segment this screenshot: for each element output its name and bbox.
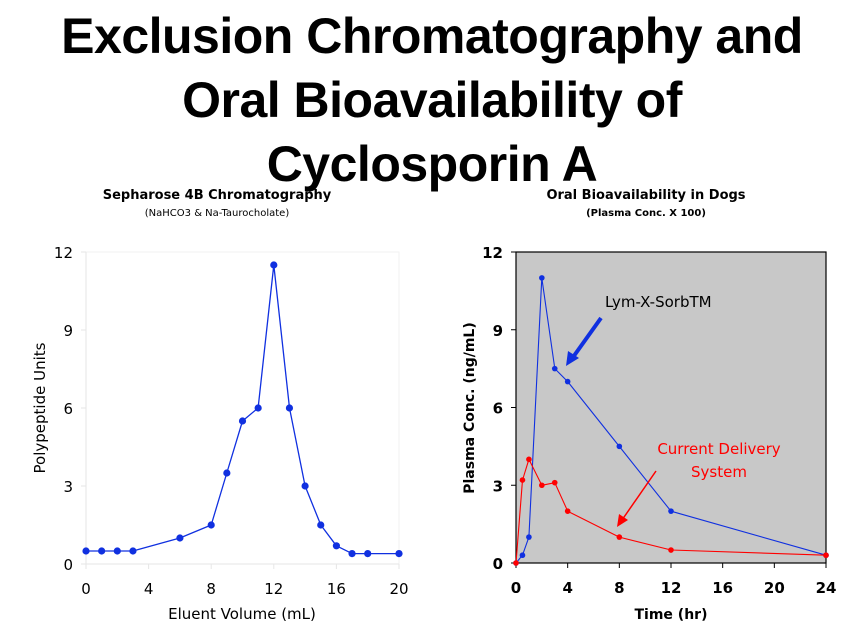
data-point-polypeptide-units xyxy=(395,550,403,558)
data-point-polypeptide-units xyxy=(207,521,215,529)
left-x-tick-label: 0 xyxy=(81,580,91,598)
left-x-tick-label: 16 xyxy=(327,580,346,598)
left-y-axis-label: Polypeptide Units xyxy=(31,342,49,473)
left-axes: 0 3 6 9 12 0 4 8 12 16 20 xyxy=(54,244,409,598)
right-x-tick-label: 12 xyxy=(661,579,682,597)
data-point-lym-x-sorbtm xyxy=(539,275,545,281)
right-y-tick-label: 0 xyxy=(493,555,503,573)
data-point-current-delivery-system xyxy=(539,482,545,489)
data-point-polypeptide-units xyxy=(82,547,90,555)
left-x-tick-label: 12 xyxy=(264,580,283,598)
right-x-tick-label: 8 xyxy=(614,579,624,597)
chromatography-chart: Sepharose 4B Chromatography (NaHCO3 & Na… xyxy=(31,188,409,623)
data-point-current-delivery-system xyxy=(513,560,519,566)
left-y-tick-label: 3 xyxy=(63,478,73,496)
data-point-polypeptide-units xyxy=(301,482,309,490)
right-x-tick-label: 24 xyxy=(816,579,837,597)
right-series xyxy=(513,275,829,566)
data-point-current-delivery-system xyxy=(668,547,674,553)
left-y-tick-label: 9 xyxy=(63,322,73,340)
slide-title: Exclusion Chromatography and Oral Bioava… xyxy=(0,4,864,196)
right-x-axis-label: Time (hr) xyxy=(635,607,708,623)
data-point-polypeptide-units xyxy=(176,534,184,542)
right-chart-subtitle: (Plasma Conc. X 100) xyxy=(586,208,706,219)
annotation-current-delivery-line-2: System xyxy=(691,463,747,481)
data-point-current-delivery-system xyxy=(564,508,571,514)
data-point-current-delivery-system xyxy=(519,477,526,483)
left-x-tick-label: 8 xyxy=(206,580,216,598)
left-chart-title: Sepharose 4B Chromatography xyxy=(103,188,332,203)
right-x-tick-label: 16 xyxy=(712,579,733,597)
left-plot-area xyxy=(85,251,400,565)
left-x-axis-label: Eluent Volume (mL) xyxy=(168,605,316,623)
data-point-polypeptide-units xyxy=(364,550,372,558)
right-x-tick-label: 4 xyxy=(562,579,572,597)
right-y-tick-label: 6 xyxy=(493,400,503,418)
data-point-polypeptide-units xyxy=(317,521,325,529)
data-point-lym-x-sorbtm xyxy=(551,365,558,372)
annotation-arrowhead-blue-icon xyxy=(566,351,579,366)
slide-title-line-2: Oral Bioavailability of xyxy=(182,72,682,128)
data-point-lym-x-sorbtm xyxy=(519,552,526,559)
data-point-polypeptide-units xyxy=(270,261,278,269)
right-axes: 0 3 6 9 12 0 4 8 12 16 20 24 xyxy=(482,244,836,597)
data-point-polypeptide-units xyxy=(129,547,137,555)
data-point-lym-x-sorbtm xyxy=(616,443,623,450)
right-y-tick-label: 9 xyxy=(493,322,503,340)
data-point-current-delivery-system xyxy=(526,456,532,463)
data-point-current-delivery-system xyxy=(823,552,829,559)
data-point-current-delivery-system xyxy=(616,534,623,540)
right-y-axis-label: Plasma Conc. (ng/mL) xyxy=(462,322,478,494)
data-point-polypeptide-units xyxy=(254,404,262,412)
left-y-tick-label: 0 xyxy=(63,556,73,574)
data-point-lym-x-sorbtm xyxy=(668,508,674,514)
annotation-arrow-red xyxy=(621,470,657,521)
data-point-polypeptide-units xyxy=(223,469,231,477)
left-series xyxy=(82,261,403,558)
data-point-polypeptide-units xyxy=(332,542,340,550)
slide-title-line-1: Exclusion Chromatography and xyxy=(61,8,803,64)
annotation-arrowhead-red-icon xyxy=(617,514,628,527)
data-point-polypeptide-units xyxy=(348,550,356,558)
annotation-lym-x-sorb: Lym-X-SorbTM xyxy=(605,293,712,311)
data-point-polypeptide-units xyxy=(113,547,121,555)
data-point-polypeptide-units xyxy=(285,404,294,412)
slide-title-line-3: Cyclosporin A xyxy=(266,136,598,192)
left-chart-subtitle: (NaHCO3 & Na-Taurocholate) xyxy=(145,208,290,219)
bioavailability-chart: Oral Bioavailability in Dogs (Plasma Con… xyxy=(462,188,836,623)
data-point-current-delivery-system xyxy=(551,479,558,486)
right-x-tick-label: 20 xyxy=(764,579,785,597)
data-point-lym-x-sorbtm xyxy=(526,534,532,540)
data-point-lym-x-sorbtm xyxy=(564,378,571,385)
annotation-arrow-blue xyxy=(569,316,603,362)
right-chart-title: Oral Bioavailability in Dogs xyxy=(546,188,745,203)
right-y-tick-label: 3 xyxy=(493,477,503,495)
left-y-tick-label: 6 xyxy=(63,400,73,418)
annotation-current-delivery-line-1: Current Delivery xyxy=(657,440,780,458)
left-x-tick-label: 20 xyxy=(389,580,408,598)
left-x-tick-label: 4 xyxy=(144,580,154,598)
data-point-polypeptide-units xyxy=(238,417,247,425)
right-y-tick-label: 12 xyxy=(482,244,503,262)
right-x-tick-label: 0 xyxy=(511,579,521,597)
left-y-tick-label: 12 xyxy=(54,244,73,262)
data-point-polypeptide-units xyxy=(98,547,106,555)
